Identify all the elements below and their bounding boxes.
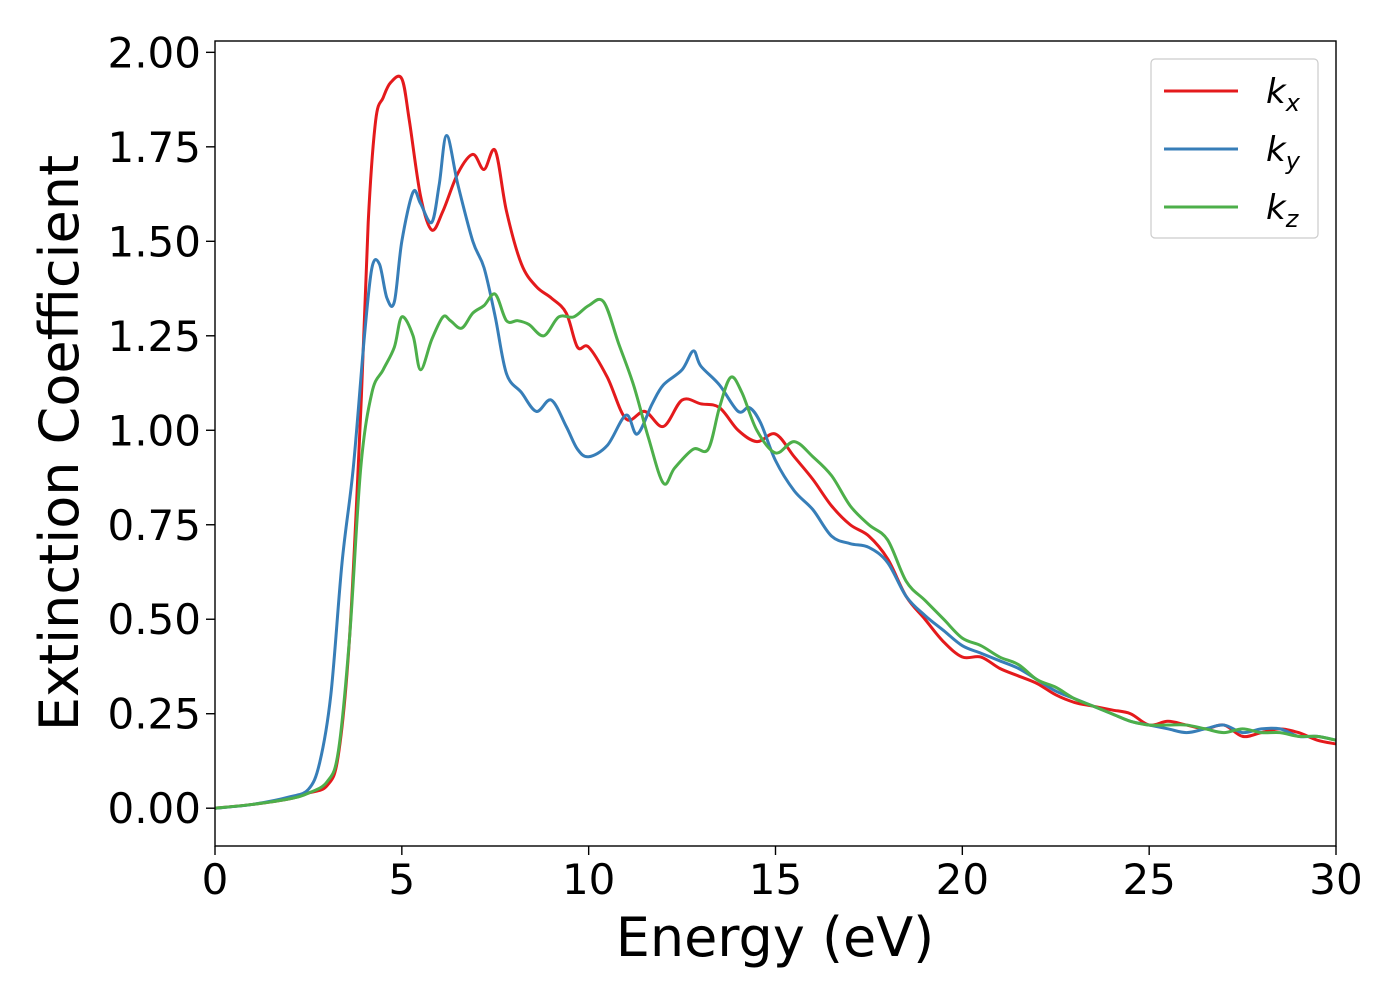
series-line-kz	[215, 292, 1336, 810]
y-tick-label: 2.00	[107, 28, 201, 77]
x-tick-label: 30	[1309, 855, 1362, 904]
x-tick-label: 15	[749, 855, 802, 904]
x-tick-label: 0	[202, 855, 229, 904]
y-tick-label: 0.00	[107, 784, 201, 833]
x-tick-label: 10	[562, 855, 615, 904]
y-tick-label: 1.50	[107, 217, 201, 266]
y-tick-label: 1.00	[107, 406, 201, 455]
x-tick-label: 5	[388, 855, 415, 904]
series-line-kx	[215, 74, 1336, 810]
x-axis-ticks: 0 5 10 15 20 25 30	[202, 846, 1363, 904]
series-lines	[215, 74, 1336, 810]
y-tick-label: 0.75	[107, 501, 201, 550]
y-tick-label: 1.25	[107, 312, 201, 361]
y-axis-ticks: 0.00 0.25 0.50 0.75 1.00 1.25 1.50 1.75 2.00	[107, 28, 215, 833]
y-tick-label: 0.25	[107, 690, 201, 739]
x-axis-label: Energy (eV)	[616, 906, 935, 969]
y-axis-label: Extinction Coefficient	[28, 155, 91, 731]
y-tick-label: 0.50	[107, 595, 201, 644]
x-tick-label: 20	[936, 855, 989, 904]
y-tick-label: 1.75	[107, 123, 201, 172]
x-tick-label: 25	[1122, 855, 1175, 904]
